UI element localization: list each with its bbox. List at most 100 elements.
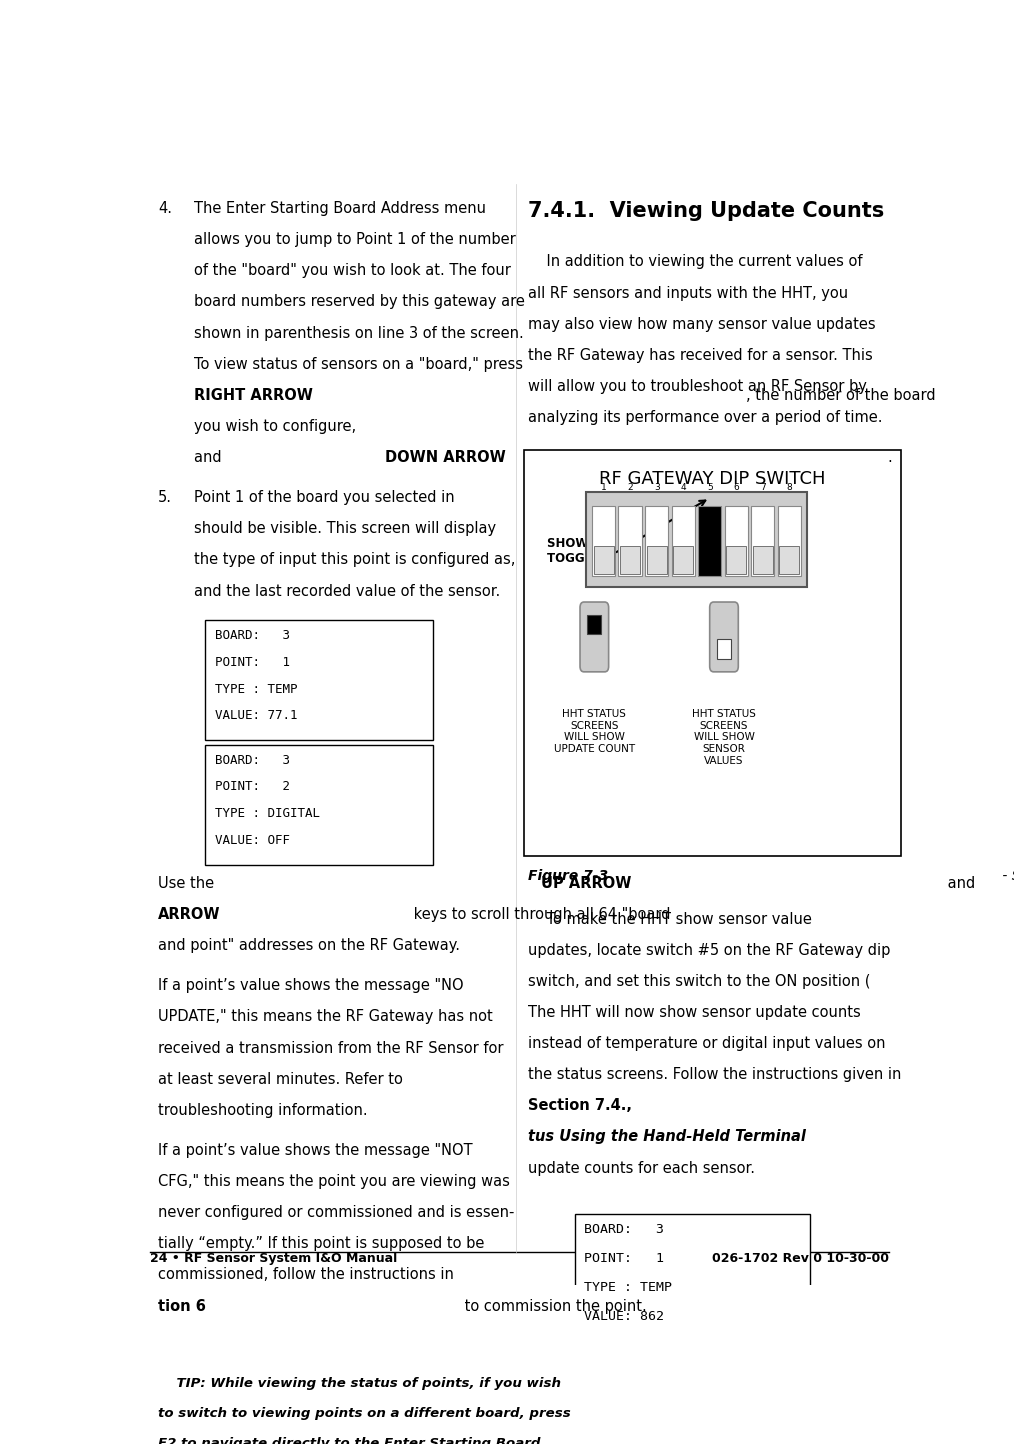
FancyBboxPatch shape (586, 492, 806, 586)
FancyBboxPatch shape (575, 1214, 810, 1343)
Text: VALUE: OFF: VALUE: OFF (215, 833, 290, 846)
Text: ARROW: ARROW (158, 907, 221, 923)
FancyBboxPatch shape (587, 615, 601, 634)
Text: update counts for each sensor.: update counts for each sensor. (527, 1161, 754, 1175)
Text: BOARD:   3: BOARD: 3 (584, 1223, 664, 1236)
Text: 8: 8 (787, 484, 792, 492)
FancyBboxPatch shape (778, 505, 801, 576)
Text: TYPE : DIGITAL: TYPE : DIGITAL (215, 807, 319, 820)
Text: 7: 7 (759, 484, 766, 492)
Text: shown in parenthesis on line 3 of the screen.: shown in parenthesis on line 3 of the sc… (194, 325, 523, 341)
Text: and point" addresses on the RF Gateway.: and point" addresses on the RF Gateway. (158, 939, 460, 953)
Text: DOWN ARROW: DOWN ARROW (385, 451, 506, 465)
Text: the type of input this point is configured as,: the type of input this point is configur… (194, 553, 515, 567)
FancyBboxPatch shape (621, 546, 640, 573)
Text: To make the HHT show sensor value: To make the HHT show sensor value (527, 911, 811, 927)
FancyBboxPatch shape (205, 745, 433, 865)
Text: .: . (887, 451, 892, 465)
Text: 3: 3 (654, 484, 659, 492)
Text: 5: 5 (707, 484, 713, 492)
Text: UPDATE," this means the RF Gateway has not: UPDATE," this means the RF Gateway has n… (158, 1009, 493, 1024)
Text: F2 to navigate directly to the Enter Starting Board: F2 to navigate directly to the Enter Sta… (158, 1437, 540, 1444)
Text: and: and (194, 451, 226, 465)
Text: and: and (943, 877, 980, 891)
Text: 2: 2 (628, 484, 633, 492)
Text: Point 1 of the board you selected in: Point 1 of the board you selected in (194, 490, 458, 505)
Text: In addition to viewing the current values of: In addition to viewing the current value… (527, 254, 862, 270)
Text: instead of temperature or digital input values on: instead of temperature or digital input … (527, 1037, 885, 1051)
Text: updates, locate switch #5 on the RF Gateway dip: updates, locate switch #5 on the RF Gate… (527, 943, 890, 957)
FancyBboxPatch shape (710, 602, 738, 671)
FancyBboxPatch shape (726, 546, 746, 573)
FancyBboxPatch shape (647, 546, 667, 573)
Text: 7.4.1.  Viewing Update Counts: 7.4.1. Viewing Update Counts (527, 201, 884, 221)
Text: you wish to configure,: you wish to configure, (194, 419, 360, 435)
Text: VALUE: 77.1: VALUE: 77.1 (215, 709, 297, 722)
FancyBboxPatch shape (752, 546, 773, 573)
Text: RF GATEWAY DIP SWITCH: RF GATEWAY DIP SWITCH (599, 471, 825, 488)
Text: Figure 7-3: Figure 7-3 (527, 869, 607, 884)
Text: never configured or commissioned and is essen-: never configured or commissioned and is … (158, 1206, 514, 1220)
Text: SHOW UPDATES
TOGGLE SWITCH: SHOW UPDATES TOGGLE SWITCH (548, 537, 657, 565)
Text: HHT STATUS
SCREENS
WILL SHOW
SENSOR
VALUES: HHT STATUS SCREENS WILL SHOW SENSOR VALU… (693, 709, 755, 765)
Text: may also view how many sensor value updates: may also view how many sensor value upda… (527, 316, 875, 332)
FancyBboxPatch shape (205, 621, 433, 741)
FancyBboxPatch shape (150, 1369, 504, 1444)
Text: 4.: 4. (158, 201, 172, 217)
Text: POINT:   2: POINT: 2 (215, 780, 290, 793)
FancyBboxPatch shape (671, 505, 695, 576)
Text: should be visible. This screen will display: should be visible. This screen will disp… (194, 521, 496, 536)
Text: 5.: 5. (158, 490, 172, 505)
FancyBboxPatch shape (592, 505, 615, 576)
Text: tus Using the Hand-Held Terminal: tus Using the Hand-Held Terminal (527, 1129, 805, 1145)
Text: CFG," this means the point you are viewing was: CFG," this means the point you are viewi… (158, 1174, 510, 1188)
Text: to commission the point.: to commission the point. (459, 1298, 647, 1314)
Text: TIP: While viewing the status of points, if you wish: TIP: While viewing the status of points,… (158, 1378, 561, 1391)
Text: tially “empty.” If this point is supposed to be: tially “empty.” If this point is suppose… (158, 1236, 485, 1252)
Text: BOARD:   3: BOARD: 3 (215, 630, 290, 643)
FancyBboxPatch shape (673, 546, 694, 573)
Text: board numbers reserved by this gateway are: board numbers reserved by this gateway a… (194, 295, 524, 309)
Text: 6: 6 (733, 484, 739, 492)
Text: 026-1702 Rev 0 10-30-00: 026-1702 Rev 0 10-30-00 (712, 1252, 889, 1265)
FancyBboxPatch shape (619, 505, 642, 576)
Text: UP ARROW: UP ARROW (541, 877, 632, 891)
Text: of the "board" you wish to look at. The four: of the "board" you wish to look at. The … (194, 263, 510, 279)
Text: all RF sensors and inputs with the HHT, you: all RF sensors and inputs with the HHT, … (527, 286, 848, 300)
Text: BOARD:   3: BOARD: 3 (215, 754, 290, 767)
Text: To view status of sensors on a "board," press: To view status of sensors on a "board," … (194, 357, 522, 371)
Text: at least several minutes. Refer to: at least several minutes. Refer to (158, 1071, 408, 1087)
Text: If a point’s value shows the message "NO: If a point’s value shows the message "NO (158, 978, 463, 993)
FancyBboxPatch shape (717, 640, 731, 658)
Text: Section 7.4.,: Section 7.4., (527, 1099, 632, 1113)
Text: If a point’s value shows the message "NOT: If a point’s value shows the message "NO… (158, 1142, 473, 1158)
Text: VALUE: 862: VALUE: 862 (584, 1310, 664, 1323)
Text: The Enter Starting Board Address menu: The Enter Starting Board Address menu (194, 201, 486, 217)
Text: 24 • RF Sensor System I&O Manual: 24 • RF Sensor System I&O Manual (150, 1252, 397, 1265)
FancyBboxPatch shape (580, 602, 608, 671)
Text: the status screens. Follow the instructions given in: the status screens. Follow the instructi… (527, 1067, 900, 1082)
Text: keys to scroll through all 64 "board: keys to scroll through all 64 "board (410, 907, 671, 923)
Text: TYPE : TEMP: TYPE : TEMP (584, 1281, 672, 1294)
Text: , the number of the board: , the number of the board (746, 388, 936, 403)
FancyBboxPatch shape (725, 505, 748, 576)
Text: allows you to jump to Point 1 of the number: allows you to jump to Point 1 of the num… (194, 232, 515, 247)
FancyBboxPatch shape (645, 505, 668, 576)
Text: 1: 1 (600, 484, 606, 492)
Text: HHT STATUS
SCREENS
WILL SHOW
UPDATE COUNT: HHT STATUS SCREENS WILL SHOW UPDATE COUN… (554, 709, 635, 754)
Text: commissioned, follow the instructions in: commissioned, follow the instructions in (158, 1268, 458, 1282)
Text: to switch to viewing points on a different board, press: to switch to viewing points on a differe… (158, 1406, 571, 1419)
Text: TYPE : TEMP: TYPE : TEMP (215, 683, 297, 696)
Text: 4: 4 (680, 484, 686, 492)
Text: POINT:   1: POINT: 1 (584, 1252, 664, 1265)
Text: Use the: Use the (158, 877, 219, 891)
Text: - Show Updates Dip Switch on RF Gateway: - Show Updates Dip Switch on RF Gateway (998, 869, 1014, 884)
Text: received a transmission from the RF Sensor for: received a transmission from the RF Sens… (158, 1041, 504, 1056)
Text: and the last recorded value of the sensor.: and the last recorded value of the senso… (194, 583, 500, 599)
Text: switch, and set this switch to the ON position (: switch, and set this switch to the ON po… (527, 973, 870, 989)
Text: troubleshooting information.: troubleshooting information. (158, 1103, 368, 1118)
Text: analyzing its performance over a period of time.: analyzing its performance over a period … (527, 410, 882, 425)
Text: tion 6: tion 6 (158, 1298, 206, 1314)
Text: POINT:   1: POINT: 1 (215, 656, 290, 669)
FancyBboxPatch shape (698, 505, 721, 576)
